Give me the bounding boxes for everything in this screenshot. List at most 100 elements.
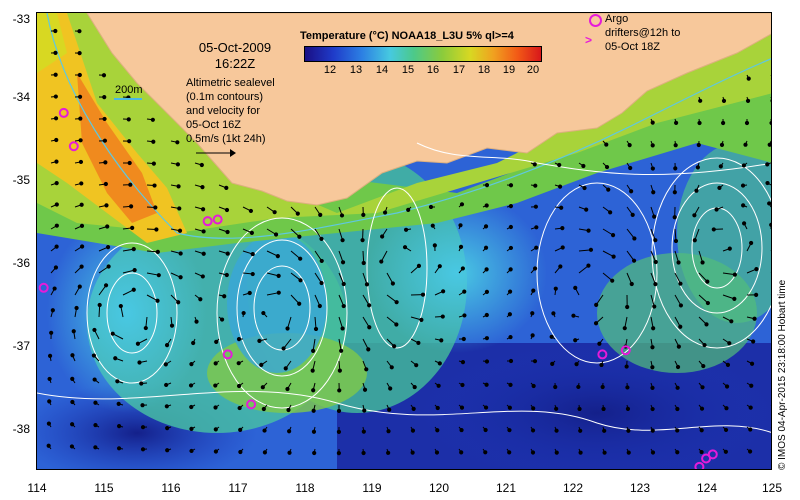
velocity-vector-head (213, 427, 218, 432)
velocity-vector-head (484, 289, 490, 294)
velocity-vector-head (225, 229, 230, 235)
velocity-vector-head (295, 211, 300, 216)
velocity-vector-head (625, 385, 630, 390)
velocity-vector-head (437, 361, 442, 366)
velocity-vector (770, 383, 771, 384)
velocity-vector-head (754, 266, 759, 272)
velocity-vector-head (611, 254, 616, 259)
velocity-vector-head (77, 94, 83, 99)
velocity-vector-head (675, 364, 681, 370)
velocity-vector-head (428, 204, 434, 210)
velocity-vector (770, 97, 771, 99)
velocity-vector-head (272, 210, 277, 215)
velocity-vector-head (389, 365, 394, 370)
velocity-vector-head (164, 343, 170, 348)
velocity-vector (770, 449, 771, 450)
velocity-vector-head (718, 164, 723, 169)
velocity-vector-head (560, 245, 565, 250)
velocity-vector (770, 75, 771, 76)
velocity-vector-head (103, 160, 108, 165)
velocity-vector-head (110, 331, 115, 336)
velocity-vector-head (704, 322, 709, 327)
velocity-vector-head (140, 403, 145, 408)
velocity-vector-head (250, 271, 255, 277)
velocity-vector-head (176, 184, 181, 189)
velocity-vector-head (650, 428, 655, 433)
velocity-vector-head (530, 428, 536, 433)
velocity-vector-head (259, 362, 264, 368)
altimetry-note-line: (0.1m contours) (186, 91, 264, 103)
velocity-vector-head (97, 302, 102, 308)
argo-float-marker (202, 216, 213, 227)
velocity-vector-head (581, 163, 586, 169)
velocity-vector-head (257, 338, 262, 343)
velocity-vector-head (653, 259, 658, 265)
velocity-vector-head (573, 285, 578, 290)
velocity-vector-head (135, 341, 141, 346)
date-label: 05-Oct-2009 16:22Z (190, 40, 280, 72)
velocity-vector-head (283, 366, 288, 371)
velocity-vector-head (578, 428, 583, 433)
velocity-vector-head (361, 260, 366, 266)
sst-map[interactable] (36, 12, 772, 470)
argo-float-icon (589, 14, 602, 27)
velocity-vector-head (213, 361, 218, 366)
velocity-vector-head (201, 207, 206, 212)
velocity-vector-head (262, 428, 267, 433)
lat-tick-label: -33 (12, 12, 30, 26)
velocity-vector-head (70, 376, 75, 382)
velocity-vector-head (554, 406, 559, 411)
colorbar-tick: 14 (375, 64, 389, 76)
argo-float-marker (58, 107, 69, 118)
velocity-vector-head (754, 292, 759, 298)
velocity-vector-head (53, 28, 58, 34)
velocity-vector-head (769, 222, 771, 227)
velocity-vector-head (116, 424, 122, 429)
velocity-vector-head (176, 300, 181, 305)
velocity-vector-head (717, 185, 722, 190)
velocity-vector-head (630, 212, 635, 217)
isobath-label: 200m (115, 84, 143, 96)
velocity-vector-head (672, 190, 677, 195)
velocity-vector-head (530, 450, 536, 455)
velocity-vector-head (549, 334, 554, 339)
velocity-vector-head (741, 163, 746, 168)
velocity-vector-head (626, 450, 631, 455)
velocity-vector-head (610, 233, 616, 238)
velocity-vector-head (694, 188, 699, 193)
lat-tick-label: -38 (12, 422, 30, 436)
velocity-vector-head (484, 382, 489, 387)
velocity-vector-head (484, 336, 490, 341)
lon-tick-label: 119 (362, 481, 382, 495)
velocity-vector-head (46, 443, 51, 448)
velocity-vector-head (651, 190, 656, 195)
velocity-vector-head (574, 362, 579, 367)
lon-tick-label: 118 (295, 481, 315, 495)
velocity-vector-head (130, 225, 135, 230)
velocity-vector-head (749, 240, 754, 246)
velocity-vector-head (225, 251, 230, 256)
velocity-vector-head (610, 278, 615, 283)
velocity-vector-head (53, 72, 58, 77)
velocity-vector-head (102, 95, 107, 100)
velocity-vector-head (484, 183, 490, 188)
velocity-vector (770, 119, 771, 123)
velocity-vector-head (52, 286, 57, 291)
velocity-vector-head (416, 263, 422, 269)
velocity-vector (770, 427, 771, 428)
velocity-vector-head (699, 449, 704, 455)
velocity-vector-head (189, 362, 194, 367)
velocity-vector-head (275, 254, 280, 259)
velocity-vector-head (54, 181, 59, 186)
velocity-vector-head (650, 345, 655, 350)
argo-float-marker (246, 399, 257, 410)
velocity-vector-head (484, 203, 489, 208)
velocity-vector-head (364, 282, 370, 287)
velocity-vector-head (337, 388, 342, 393)
velocity-vector-head (118, 303, 123, 309)
velocity-vector-head (402, 245, 408, 250)
velocity-vector-head (653, 282, 658, 287)
velocity-vector-head (721, 120, 726, 126)
argo-legend: Argo drifters@12h to 05-Oct 18Z (605, 12, 680, 54)
velocity-vector-head (201, 251, 206, 256)
